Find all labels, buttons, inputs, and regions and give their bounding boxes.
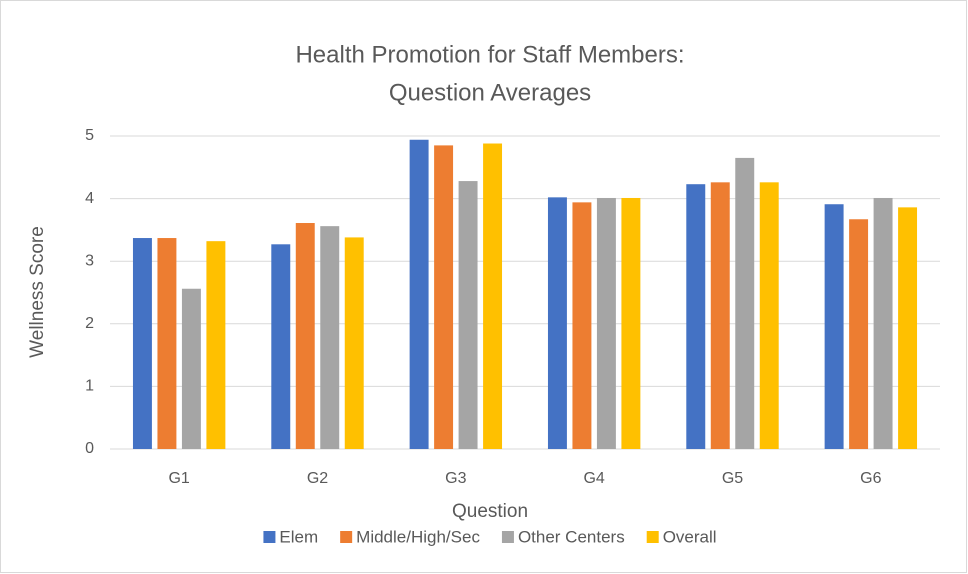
legend-label: Middle/High/Sec: [356, 527, 480, 546]
bar: [458, 181, 478, 449]
y-axis-title: Wellness Score: [27, 226, 48, 358]
bar: [271, 244, 291, 449]
legend-label: Overall: [663, 527, 717, 546]
bar: [434, 145, 454, 449]
legend-swatch: [263, 531, 276, 543]
legend-label: Other Centers: [518, 527, 625, 546]
x-tick-label: G3: [445, 470, 466, 487]
x-tick-label: G5: [722, 470, 743, 487]
chart-title: Health Promotion for Staff Members:: [295, 41, 684, 68]
bar: [849, 219, 869, 449]
x-tick-label: G4: [583, 470, 604, 487]
bar: [157, 238, 177, 449]
legend-label: Elem: [279, 527, 318, 546]
bar: [344, 237, 364, 449]
bar: [686, 184, 706, 449]
y-tick-label: 4: [85, 190, 94, 207]
bar: [710, 182, 730, 449]
bar: [181, 288, 201, 449]
bar: [409, 139, 429, 450]
bar: [824, 204, 844, 449]
legend-swatch: [501, 531, 514, 543]
chart-title: Question Averages: [389, 79, 591, 106]
legend-swatch: [646, 531, 659, 543]
bar: [759, 182, 779, 449]
legend-swatch: [340, 531, 353, 543]
bar: [295, 223, 315, 449]
bar: [898, 207, 918, 449]
x-axis-title: Question: [452, 501, 528, 522]
y-tick-label: 0: [85, 440, 94, 457]
x-tick-label: G2: [307, 470, 328, 487]
x-tick-label: G1: [168, 470, 189, 487]
bar: [621, 197, 641, 449]
bar: [483, 143, 503, 449]
x-tick-label: G6: [860, 470, 881, 487]
y-tick-label: 3: [85, 252, 94, 269]
bar: [547, 197, 567, 449]
bar: [206, 241, 226, 449]
y-tick-label: 5: [85, 127, 94, 144]
bar: [132, 238, 152, 449]
bar: [320, 226, 340, 449]
bar: [735, 157, 755, 449]
bar: [572, 202, 592, 449]
y-tick-label: 2: [85, 315, 94, 332]
bar: [596, 197, 616, 449]
bar: [873, 197, 893, 449]
y-tick-label: 1: [85, 378, 94, 395]
